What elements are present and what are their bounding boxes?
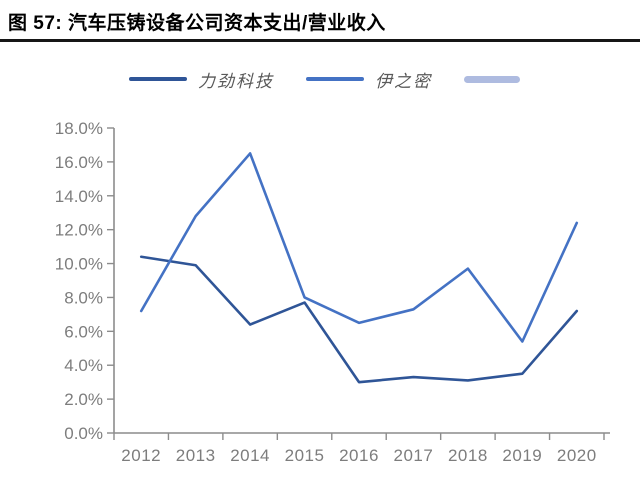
- y-tick-label: 8.0%: [64, 288, 103, 307]
- chart-svg: 0.0% 2.0% 4.0% 6.0% 8.0% 10.0% 12.0% 14.0% 16.0%…: [55, 119, 610, 465]
- x-tick-label: 2015: [285, 446, 325, 465]
- y-tick-label: 0.0%: [64, 424, 103, 443]
- legend-item-extra: [464, 75, 531, 83]
- y-tick-label: 14.0%: [55, 187, 103, 206]
- chart-legend: 力劲科技 伊之密: [10, 64, 640, 94]
- x-tick-label: 2013: [176, 446, 216, 465]
- figure-title: 图 57: 汽车压铸设备公司资本支出/营业收入: [8, 13, 386, 34]
- legend-line-swatch-yizumi: [306, 77, 364, 81]
- x-tick-label: 2020: [557, 446, 597, 465]
- series-line-likin: [139, 255, 579, 384]
- chart-area: 0.0% 2.0% 4.0% 6.0% 8.0% 10.0% 12.0% 14.0% 16.0%…: [0, 110, 640, 490]
- y-tick-label: 10.0%: [55, 255, 103, 274]
- y-tick-label: 4.0%: [64, 356, 103, 375]
- x-tick-label: 2014: [230, 446, 270, 465]
- legend-line-swatch-extra: [464, 75, 520, 83]
- x-tick-label: 2019: [502, 446, 542, 465]
- y-tick-label: 2.0%: [64, 390, 103, 409]
- x-tick-label: 2018: [448, 446, 488, 465]
- y-tick-label: 6.0%: [64, 322, 103, 341]
- y-tick-label: 18.0%: [55, 119, 103, 138]
- y-tick-label: 16.0%: [55, 153, 103, 172]
- legend-label-likin: 力劲科技: [198, 71, 274, 91]
- series-line-yizumi: [139, 152, 579, 343]
- title-rule: [0, 39, 640, 42]
- y-tick-label: 12.0%: [55, 221, 103, 240]
- legend-line-swatch-likin: [129, 77, 187, 81]
- legend-item-yizumi: 伊之密: [306, 67, 432, 92]
- legend-label-yizumi: 伊之密: [375, 71, 432, 91]
- legend-item-likin: 力劲科技: [129, 67, 274, 92]
- x-tick-label: 2016: [339, 446, 379, 465]
- x-tick-label: 2012: [121, 446, 161, 465]
- x-tick-label: 2017: [394, 446, 434, 465]
